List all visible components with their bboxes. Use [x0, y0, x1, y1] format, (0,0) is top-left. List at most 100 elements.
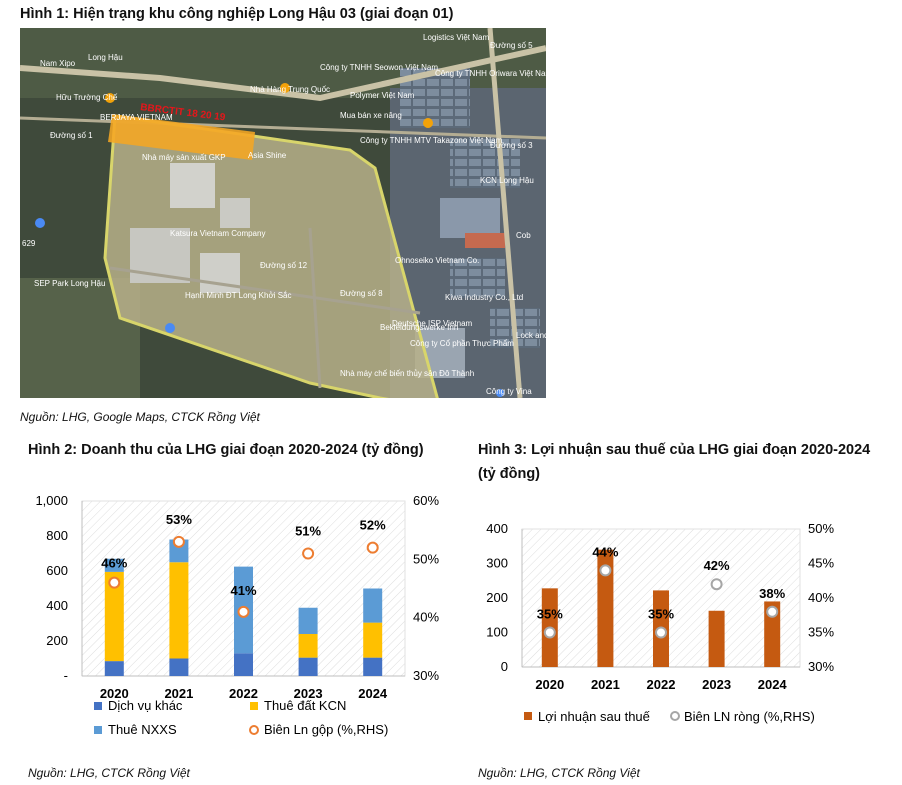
margin-point [366, 541, 379, 554]
margin-point [655, 626, 667, 639]
y2-tick-label: 50% [808, 521, 834, 536]
bar-segment [169, 658, 189, 676]
legend-swatch [249, 725, 259, 735]
satellite-map: Logistics Việt Nam Nam Xipo Long Hậu Hữu… [20, 28, 546, 398]
margin-label: 35% [648, 607, 674, 622]
x-tick-label: 2021 [164, 686, 193, 701]
map-label: Nhà Hàng Trung Quốc [250, 85, 330, 94]
map-label: Bekleidungswerke Inh [380, 323, 458, 332]
y-tick-label: 600 [46, 563, 68, 578]
x-tick-label: 2023 [294, 686, 323, 701]
x-tick-label: 2022 [647, 677, 676, 692]
map-label: Kiwa Industry Co., Ltd [445, 293, 523, 302]
bar-segment [363, 622, 383, 658]
legend-swatch [94, 702, 102, 710]
figure-3-source: Nguồn: LHG, CTCK Rồng Việt [478, 766, 640, 780]
map-label: 629 [22, 239, 36, 248]
y2-tick-label: 35% [808, 625, 834, 640]
figure-2-source: Nguồn: LHG, CTCK Rồng Việt [28, 766, 190, 780]
y2-tick-label: 30% [413, 668, 439, 683]
bar-segment [298, 607, 318, 634]
map-label: Nam Xipo [40, 59, 76, 68]
map-label: Katsura Vietnam Company [170, 229, 265, 238]
map-label: Long Hậu [88, 53, 123, 62]
y-tick-label: 100 [486, 625, 508, 640]
margin-point [302, 547, 315, 560]
map-label: BERJAYA VIETNAM [100, 113, 173, 122]
x-tick-label: 2021 [591, 677, 620, 692]
profit-chart: 0 100 200 300 400 30% 35% 40% 45% 50% 2020 35% 2021 4… [486, 521, 834, 724]
map-pin-icon [105, 93, 115, 103]
margin-label: 35% [537, 607, 563, 622]
revenue-chart: - 200 400 600 800 1,000 30% 40% 50% 60% 2020 46% 202… [35, 493, 439, 737]
map-label: Đường số 5 [490, 41, 533, 50]
map-pin-icon [496, 389, 504, 397]
x-tick-label: 2024 [358, 686, 388, 701]
legend-label: Biên Ln gộp (%,RHS) [264, 722, 388, 737]
y-tick-label: 400 [486, 521, 508, 536]
margin-label: 52% [360, 518, 386, 533]
margin-point [766, 605, 779, 618]
legend-label: Dịch vụ khác [108, 698, 183, 713]
map-pin-icon [165, 323, 175, 333]
map-building [465, 233, 505, 248]
legend-swatch [524, 712, 532, 720]
bar-segment [363, 588, 383, 623]
map-road [487, 28, 523, 398]
bar-segment [298, 634, 318, 658]
y2-tick-label: 50% [413, 551, 439, 566]
figure-3-title: Hình 3: Lợi nhuận sau thuế của LHG giai … [478, 442, 871, 458]
margin-label: 41% [230, 583, 256, 598]
margin-label: 51% [295, 524, 321, 539]
map-internal-road [109, 266, 421, 315]
map-road [20, 45, 546, 102]
map-factory [220, 198, 250, 228]
y-tick-label: 1,000 [35, 493, 68, 508]
map-label: Logistics Việt Nam [423, 33, 489, 42]
map-label: SEP Park Long Hậu [34, 279, 105, 288]
bar-segment [104, 571, 124, 662]
industrial-park-outline [103, 114, 439, 398]
bar-segment [708, 610, 725, 667]
margin-point [237, 605, 250, 618]
bar-segment [169, 562, 189, 659]
figure-1-title: Hình 1: Hiện trạng khu công nghiệp Long … [20, 6, 454, 22]
y-tick-label: 400 [46, 598, 68, 613]
y-tick-label: 200 [46, 633, 68, 648]
map-label: Ohnoseiko Vietnam Co. [395, 256, 479, 265]
map-pin-icon [423, 118, 433, 128]
figure-1-source: Nguồn: LHG, Google Maps, CTCK Rồng Việt [20, 410, 260, 424]
legend-swatch [250, 702, 258, 710]
map-label: Hạnh Minh ĐT Long Khởi Sắc [185, 291, 292, 300]
map-label: Nhà máy sản xuất GKP [142, 153, 226, 162]
map-factory [170, 163, 215, 208]
map-label: Mua bán xe nâng [340, 111, 402, 120]
margin-label: 42% [704, 558, 730, 573]
bar-segment [104, 661, 124, 676]
bar-segment [363, 657, 383, 676]
x-tick-label: 2020 [535, 677, 564, 692]
map-label: Polymer Việt Nam [350, 91, 415, 100]
map-internal-road [308, 227, 322, 389]
map-label: Công ty Vina [486, 387, 532, 396]
y2-tick-label: 45% [808, 556, 834, 571]
map-label: Công ty Cổ phần Thực Phẩm [410, 339, 514, 348]
y-tick-label: - [64, 668, 68, 683]
figure-3-title-line2: (tỷ đồng) [478, 466, 541, 482]
margin-point [108, 576, 121, 589]
y-tick-label: 200 [486, 590, 508, 605]
bar-segment [234, 653, 253, 676]
bar-segment [104, 558, 124, 572]
margin-label: 38% [759, 586, 785, 601]
y-tick-label: 0 [501, 659, 508, 674]
legend-label: Biên LN ròng (%,RHS) [684, 709, 815, 724]
map-pin-icon [35, 218, 45, 228]
x-tick-label: 2024 [758, 677, 788, 692]
y2-tick-label: 60% [413, 493, 439, 508]
bar-segment [764, 601, 781, 667]
x-tick-label: 2022 [229, 686, 258, 701]
y-tick-label: 300 [486, 556, 508, 571]
map-building [450, 258, 505, 298]
margin-point [172, 535, 185, 548]
bar-segment [597, 549, 614, 667]
